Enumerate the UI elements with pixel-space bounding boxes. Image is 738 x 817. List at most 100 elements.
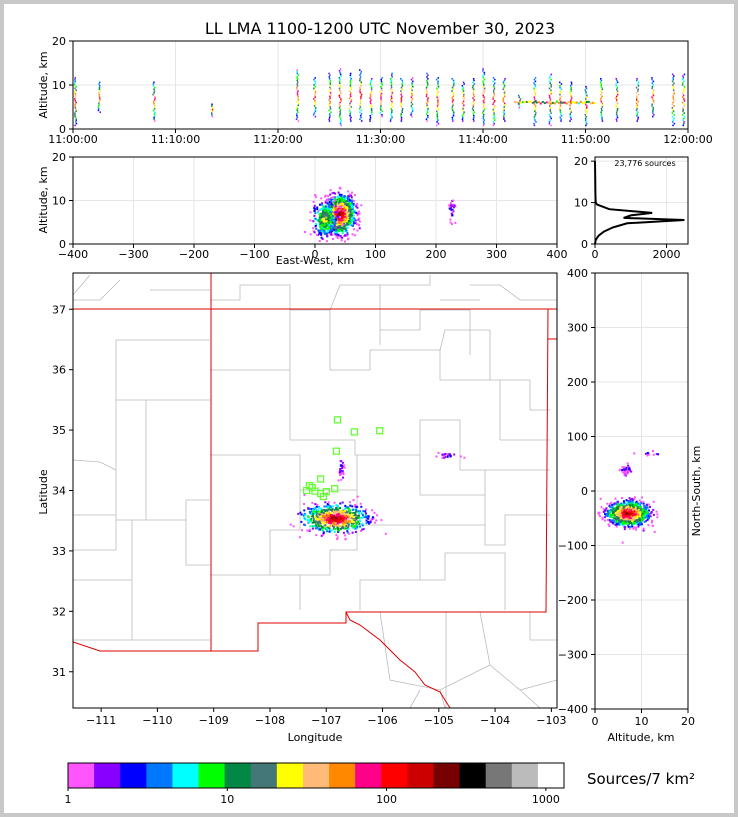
source-point — [637, 111, 639, 113]
source-point — [349, 520, 352, 523]
source-point — [617, 505, 620, 508]
source-point — [570, 86, 572, 89]
source-point — [559, 99, 561, 101]
source-point — [682, 77, 685, 79]
source-point — [601, 95, 603, 98]
source-point — [380, 80, 383, 83]
source-point — [611, 510, 614, 513]
source-point — [329, 106, 331, 108]
source-point — [643, 510, 646, 513]
source-point — [391, 100, 393, 103]
source-point — [297, 97, 299, 99]
source-point — [309, 211, 312, 214]
source-point — [461, 85, 464, 87]
source-point — [647, 515, 650, 518]
source-point — [368, 522, 370, 525]
source-point — [493, 107, 496, 109]
source-point — [341, 230, 344, 232]
source-point — [503, 86, 505, 89]
source-point — [647, 453, 650, 456]
source-point — [152, 109, 155, 112]
source-point — [519, 100, 521, 102]
source-point — [316, 219, 319, 222]
source-point — [643, 507, 646, 510]
source-point — [334, 203, 337, 206]
source-point — [320, 514, 323, 517]
source-burst — [492, 77, 496, 127]
source-point — [625, 472, 628, 475]
source-point — [354, 512, 356, 515]
source-point — [309, 219, 312, 222]
colorbar-tick-label: 10 — [220, 793, 234, 806]
source-point — [586, 112, 588, 114]
source-point — [325, 201, 328, 204]
source-point — [334, 519, 337, 522]
source-point — [550, 84, 552, 86]
source-point — [569, 92, 571, 94]
source-point — [351, 199, 354, 202]
source-point — [586, 122, 588, 125]
source-point — [329, 228, 332, 231]
source-point — [593, 102, 596, 105]
source-point — [359, 90, 361, 92]
source-point — [356, 521, 359, 524]
source-point — [537, 101, 540, 104]
source-point — [640, 521, 643, 524]
source-point — [369, 95, 372, 98]
source-point — [338, 77, 341, 79]
source-point — [349, 213, 352, 216]
source-point — [608, 515, 611, 518]
source-point — [331, 508, 334, 511]
source-point — [616, 506, 619, 509]
source-point — [334, 222, 337, 225]
source-point — [651, 105, 653, 107]
source-point — [350, 106, 353, 108]
colorbar-swatch — [407, 763, 434, 788]
source-point — [358, 217, 361, 220]
source-point — [331, 505, 334, 508]
source-point — [646, 510, 649, 513]
plan-view-xlabel: Longitude — [288, 731, 343, 744]
source-point — [318, 506, 320, 509]
source-point — [410, 100, 413, 102]
source-point — [642, 527, 645, 530]
source-point — [99, 99, 101, 101]
source-point — [341, 203, 344, 205]
source-point — [605, 512, 608, 515]
source-point — [301, 529, 303, 532]
source-point — [351, 191, 353, 194]
source-point — [352, 204, 355, 207]
source-point — [370, 107, 373, 110]
source-point — [600, 79, 603, 82]
source-point — [369, 521, 372, 524]
source-point — [318, 203, 321, 206]
source-point — [350, 196, 353, 199]
source-point — [371, 516, 374, 519]
source-point — [473, 83, 476, 85]
source-point — [585, 87, 588, 90]
source-point — [617, 512, 620, 514]
source-point — [492, 80, 494, 83]
source-point — [359, 510, 362, 513]
source-point — [601, 516, 604, 519]
source-point — [339, 520, 342, 523]
source-point — [683, 73, 686, 76]
source-point — [337, 233, 340, 236]
source-point — [585, 101, 588, 103]
source-point — [339, 73, 342, 76]
source-point — [472, 118, 475, 120]
source-point — [152, 100, 155, 103]
source-point — [320, 507, 323, 510]
source-point — [624, 526, 627, 529]
source-point — [296, 114, 298, 117]
source-point — [364, 516, 367, 519]
source-point — [325, 516, 328, 519]
source-point — [548, 77, 551, 79]
source-point — [426, 99, 429, 101]
source-burst — [389, 72, 394, 122]
source-point — [336, 526, 339, 529]
source-point — [482, 77, 485, 79]
source-point — [297, 95, 299, 98]
source-point — [319, 513, 322, 516]
source-point — [321, 513, 323, 516]
